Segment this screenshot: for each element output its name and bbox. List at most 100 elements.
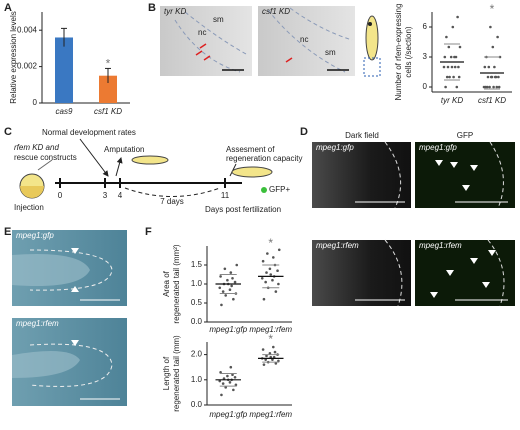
data-point: [483, 65, 487, 69]
data-point: [274, 362, 278, 365]
image-label: mpeg1:rfem: [419, 241, 462, 250]
label: Injection: [14, 203, 44, 212]
data-point: [492, 85, 495, 89]
data-point: [493, 65, 496, 69]
y-tick-label: 2.0: [191, 350, 203, 359]
data-point: [228, 381, 232, 384]
data-point: [456, 15, 459, 19]
image-label: csf1 KD: [262, 7, 290, 16]
y-tick-label: 0.004: [17, 25, 38, 34]
data-point: [495, 85, 499, 89]
data-point: [226, 278, 229, 282]
data-point: [230, 284, 233, 288]
data-point: [219, 370, 222, 374]
data-point: [261, 259, 265, 263]
data-point: [232, 297, 235, 301]
day-label: 3: [103, 191, 108, 200]
data-point: [261, 348, 265, 351]
data-point: [443, 55, 447, 59]
y-axis-label: cells (/section): [404, 26, 413, 77]
data-point: [271, 358, 274, 361]
x-tick-label: mpeg1:rfem: [249, 325, 292, 334]
y-tick-label: 3: [423, 52, 428, 61]
x-tick-label: cas9: [56, 107, 73, 116]
data-point: [224, 294, 227, 297]
annotation: sm: [213, 15, 224, 24]
data-point: [274, 290, 278, 293]
data-point: [223, 267, 227, 271]
data-point: [277, 359, 280, 363]
data-point: [272, 256, 275, 259]
data-point: [457, 75, 461, 79]
data-point: [496, 35, 499, 39]
data-point: [277, 248, 281, 252]
data-point: [229, 271, 233, 274]
data-point: [457, 65, 460, 69]
label: Assesment of: [226, 145, 275, 154]
data-point: [231, 277, 234, 280]
y-tick-label: 6: [423, 22, 428, 31]
data-point: [233, 375, 237, 379]
data-point: [269, 355, 273, 359]
panel-label: D: [300, 126, 308, 138]
data-point: [497, 85, 501, 89]
data-point: [220, 303, 223, 307]
data-point: [442, 65, 446, 69]
data-point: [264, 358, 267, 361]
annotation: nc: [198, 28, 206, 37]
data-point: [235, 263, 239, 267]
panel-label: F: [145, 226, 152, 238]
data-point: [265, 354, 268, 358]
data-point: [489, 75, 493, 79]
label: rfem KD and: [14, 143, 59, 152]
data-point: [260, 277, 264, 280]
data-point: [233, 280, 237, 284]
data-point: [222, 377, 226, 380]
data-point: [268, 352, 272, 355]
data-point: [266, 252, 269, 255]
x-tick-label: tyr KD: [441, 96, 463, 105]
micrograph-e: [12, 230, 127, 406]
image-label: tyr KD: [164, 7, 186, 16]
label: 7 days: [160, 197, 184, 206]
data-point: [445, 75, 449, 79]
y-axis-label: Relative expression levels: [9, 11, 18, 104]
y-tick-label: 0.002: [17, 62, 38, 71]
data-point: [453, 65, 457, 69]
x-tick-label: mpeg1:rfem: [249, 410, 292, 419]
data-point: [449, 55, 453, 59]
data-point: [445, 35, 448, 39]
data-point: [446, 65, 450, 69]
panel-label: B: [148, 2, 156, 14]
data-point: [458, 45, 462, 49]
bar: [55, 37, 73, 104]
data-point: [272, 355, 276, 359]
data-point: [452, 75, 455, 79]
data-point: [497, 75, 500, 79]
data-point: [451, 25, 455, 29]
data-point: [444, 85, 447, 89]
column-header: GFP: [457, 131, 473, 140]
panel-label: A: [4, 2, 12, 14]
panel-label: C: [4, 126, 12, 138]
data-point: [268, 267, 272, 271]
data-point: [447, 45, 451, 49]
y-tick-label: 0.0: [191, 317, 203, 326]
data-point: [220, 393, 223, 397]
data-point: [489, 25, 492, 29]
data-point: [231, 373, 234, 377]
y-tick-label: 0.0: [191, 400, 203, 409]
data-point: [234, 383, 238, 387]
data-point: [450, 65, 454, 69]
data-point: [221, 382, 225, 385]
data-point: [224, 386, 227, 389]
data-point: [264, 280, 267, 284]
label: regeneration capacity: [226, 154, 303, 163]
label: rescue constructs: [14, 153, 77, 162]
image-label: mpeg1:gfp: [316, 143, 354, 152]
data-point: [218, 379, 222, 383]
data-point: [448, 75, 451, 79]
annotation: nc: [300, 35, 308, 44]
